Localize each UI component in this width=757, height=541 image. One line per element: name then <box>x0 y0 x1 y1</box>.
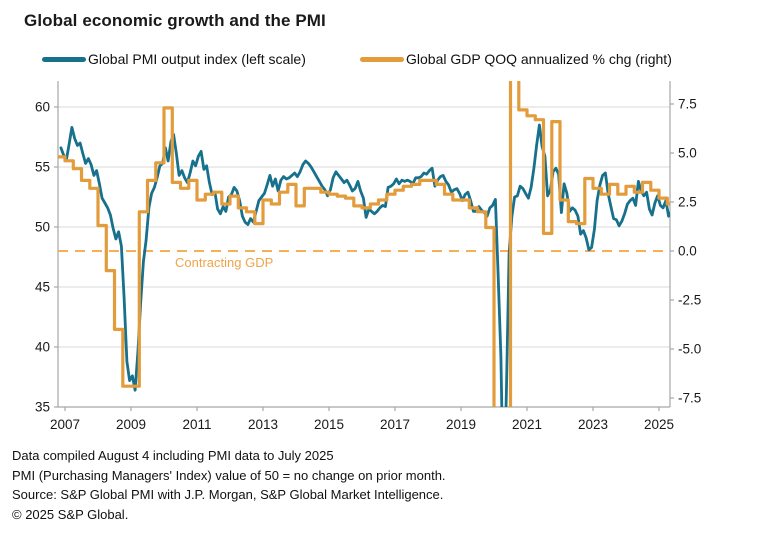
series-plot-area <box>58 81 670 407</box>
svg-text:50: 50 <box>35 220 50 235</box>
footer-line-compiled: Data compiled August 4 including PMI dat… <box>12 448 334 463</box>
contracting-gdp-label: Contracting GDP <box>175 255 273 270</box>
legend-label-gdp: Global GDP QOQ annualized % chg (right) <box>406 51 672 67</box>
svg-text:55: 55 <box>35 160 50 175</box>
svg-text:45: 45 <box>35 280 50 295</box>
chart-canvas: Contracting GDP 35 40 45 50 55 60 -7.5 -5.0 -2.5 0… <box>35 81 701 432</box>
footer-line-copyright: © 2025 S&P Global. <box>12 506 129 522</box>
pmi-line <box>59 123 670 407</box>
legend-label-pmi: Global PMI output index (left scale) <box>88 51 306 67</box>
svg-text:2.5: 2.5 <box>678 195 697 210</box>
svg-text:5.0: 5.0 <box>678 146 697 161</box>
gdp-line-swatch-icon <box>360 56 404 62</box>
plot-frame <box>54 81 674 411</box>
legend-item-gdp: Global GDP QOQ annualized % chg (right) <box>360 49 672 69</box>
footer-line-source: Source: S&P Global PMI with J.P. Morgan,… <box>12 487 444 502</box>
left-axis-labels: 35 40 45 50 55 60 <box>35 100 50 415</box>
svg-text:2011: 2011 <box>182 417 211 432</box>
svg-text:2023: 2023 <box>578 417 608 432</box>
svg-text:2021: 2021 <box>512 417 542 432</box>
svg-text:2025: 2025 <box>644 417 674 432</box>
footer-line-pmi-note: PMI (Purchasing Managers' Index) value o… <box>12 467 446 483</box>
svg-text:0.0: 0.0 <box>678 244 697 259</box>
legend: Global PMI output index (left scale) Glo… <box>0 49 757 69</box>
svg-text:-7.5: -7.5 <box>678 391 701 406</box>
svg-text:2013: 2013 <box>248 417 278 432</box>
svg-text:-5.0: -5.0 <box>678 342 701 357</box>
svg-text:2015: 2015 <box>314 417 344 432</box>
gdp-line <box>58 81 670 407</box>
svg-text:7.5: 7.5 <box>678 97 697 112</box>
svg-text:-2.5: -2.5 <box>678 293 701 308</box>
x-axis-labels: 2007 2009 2011 2013 2015 2017 2019 2021 2023 2025 <box>50 417 674 432</box>
footer-notes: Data compiled August 4 including PMI dat… <box>12 446 446 524</box>
chart-title: Global economic growth and the PMI <box>24 11 326 30</box>
svg-text:40: 40 <box>35 340 50 355</box>
svg-text:2007: 2007 <box>50 417 80 432</box>
right-axis-labels: -7.5 -5.0 -2.5 0.0 2.5 5.0 7.5 <box>678 97 701 406</box>
svg-text:2019: 2019 <box>446 417 476 432</box>
legend-item-pmi: Global PMI output index (left scale) <box>42 49 306 69</box>
pmi-line-swatch-icon <box>42 56 86 62</box>
svg-text:35: 35 <box>35 400 50 415</box>
svg-text:2009: 2009 <box>116 417 146 432</box>
svg-text:60: 60 <box>35 100 50 115</box>
svg-text:2017: 2017 <box>380 417 410 432</box>
